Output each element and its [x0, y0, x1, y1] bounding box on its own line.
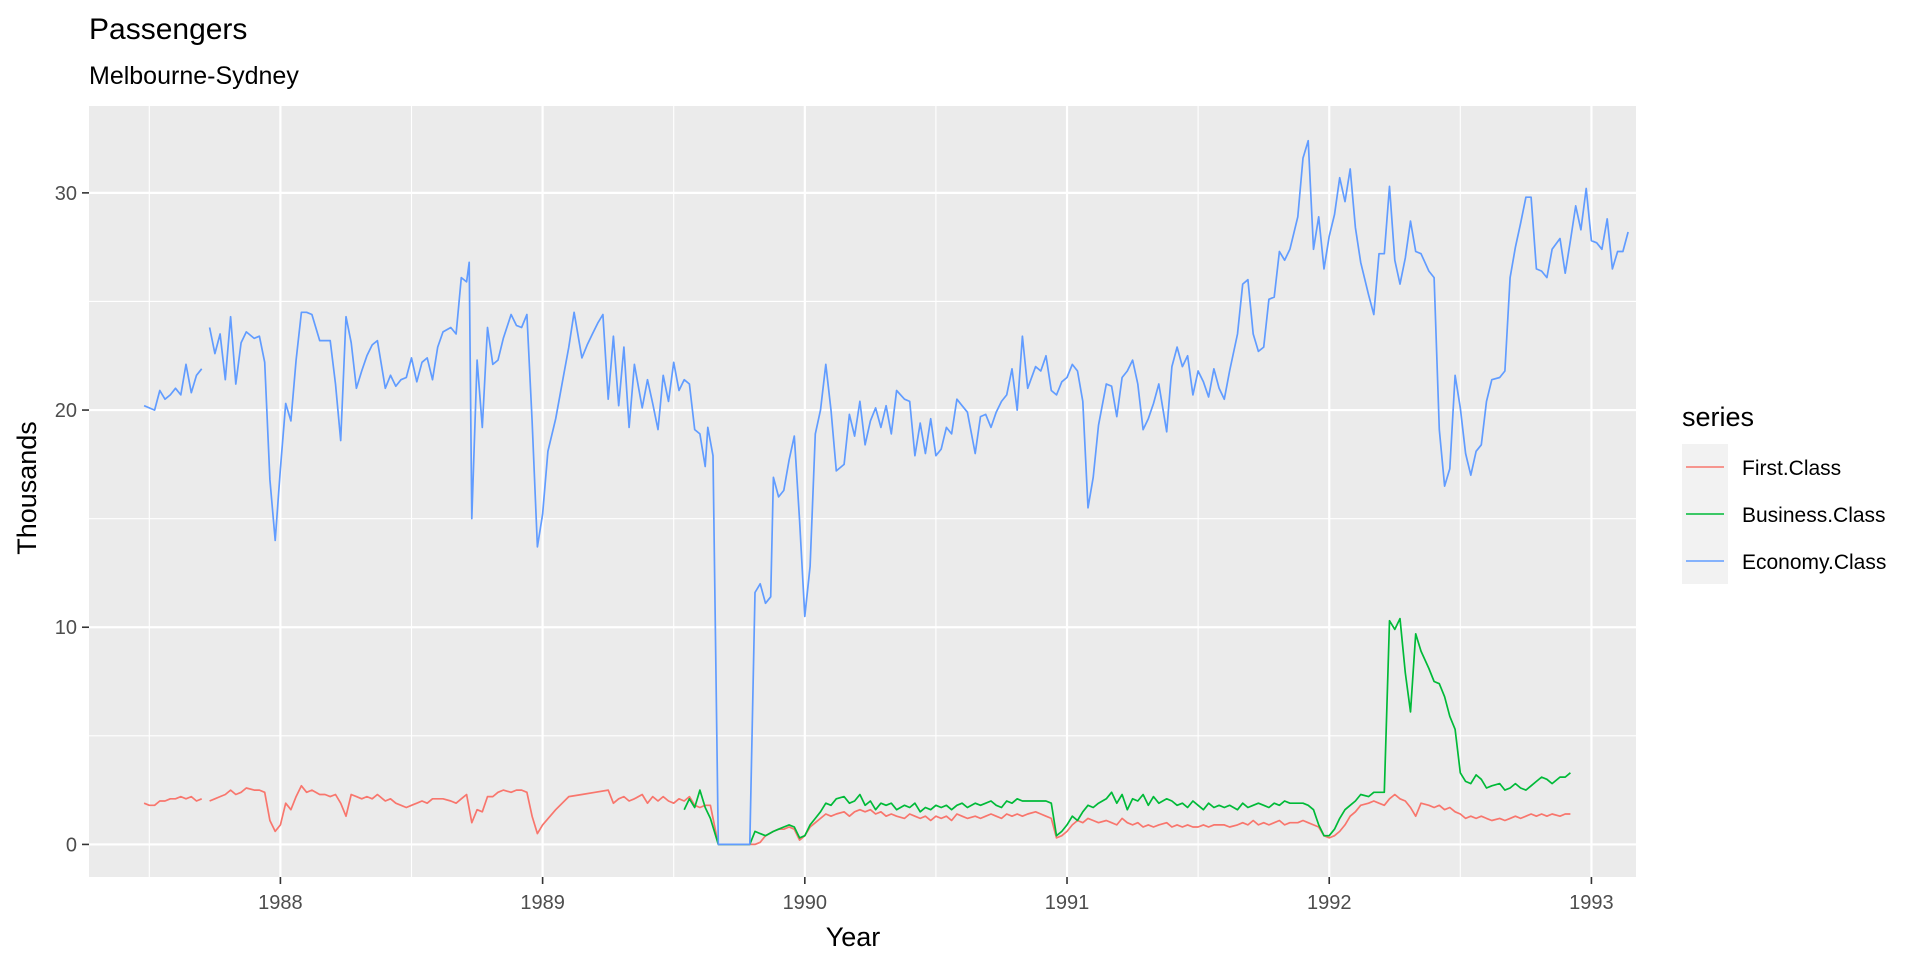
series-line-business-class	[683, 617, 1571, 846]
x-tick-label: 1991	[1045, 892, 1090, 914]
series-layer	[143, 139, 1629, 846]
legend-label-business-class: Business.Class	[1742, 504, 1886, 527]
y-tick-label: 30	[55, 183, 77, 205]
y-tick-label: 20	[55, 400, 77, 422]
x-tick-label: 1993	[1569, 892, 1614, 914]
x-tick-label: 1992	[1307, 892, 1352, 914]
legend-title: series	[1682, 402, 1754, 432]
y-axis-title: Thousands	[12, 421, 42, 555]
x-tick-label: 1988	[258, 892, 303, 914]
y-tick-label: 0	[66, 834, 77, 856]
series-line-first-class	[143, 784, 1571, 846]
legend-label-economy-class: Economy.Class	[1742, 551, 1886, 574]
plot-panel	[89, 106, 1636, 877]
legend: series First.Class Business.Class Econom…	[1682, 402, 1886, 584]
x-tick-label: 1990	[783, 892, 828, 914]
x-tick-label: 1989	[520, 892, 565, 914]
y-tick-label: 10	[55, 617, 77, 639]
chart-subtitle: Melbourne-Sydney	[89, 62, 299, 90]
grid-minor	[89, 106, 1636, 877]
legend-label-first-class: First.Class	[1742, 457, 1841, 480]
series-line-economy-class	[143, 139, 1629, 846]
y-axis: 0 10 20 30	[55, 183, 89, 856]
x-axis: 1988 1989 1990 1991 1992 1993	[258, 877, 1614, 914]
x-axis-title: Year	[826, 922, 881, 952]
grid-major	[89, 106, 1636, 877]
chart-title: Passengers	[89, 13, 247, 46]
